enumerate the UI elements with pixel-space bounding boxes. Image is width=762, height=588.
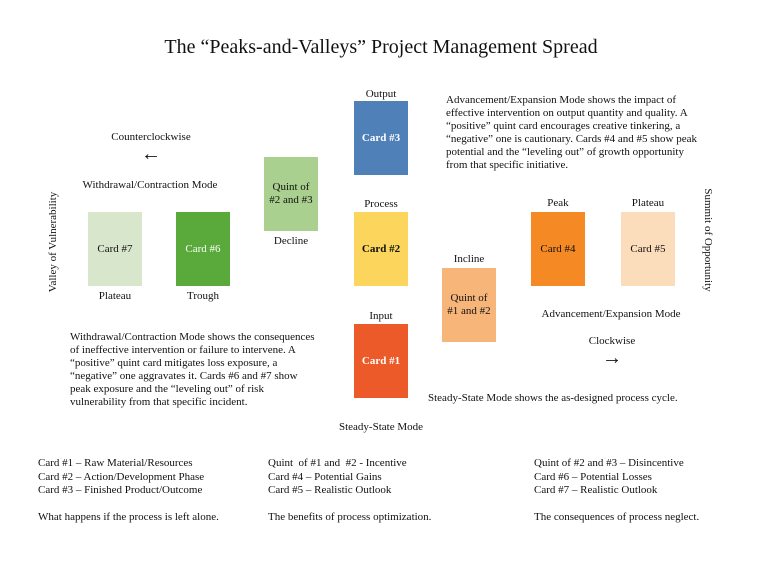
legend-line: Card #7 – Realistic Outlook — [534, 484, 658, 496]
withdrawal-mode-label: Withdrawal/Contraction Mode — [82, 179, 218, 191]
legend-footer: The consequences of process neglect. — [534, 510, 700, 523]
quint-1-2: Quint of #1 and #2 — [442, 268, 496, 342]
legend-line: Quint of #2 and #3 – Disincentive — [534, 457, 684, 469]
card-7-label: Card #7 — [97, 242, 133, 255]
plateau-right-label: Plateau — [631, 197, 665, 209]
card-3: Card #3 — [354, 101, 408, 175]
card-3-label: Card #3 — [361, 131, 401, 144]
decline-label: Decline — [273, 235, 309, 247]
quint-1-2-label: Quint of #1 and #2 — [447, 292, 491, 317]
input-label: Input — [369, 310, 393, 322]
arrow-right-icon: → — [602, 347, 622, 369]
withdrawal-description: Withdrawal/Contraction Mode shows the co… — [70, 331, 315, 408]
card-5-label: Card #5 — [630, 242, 666, 255]
quint-2-3-label: Quint of #2 and #3 — [269, 181, 313, 206]
card-4: Card #4 — [531, 212, 585, 286]
card-1-label: Card #1 — [361, 354, 401, 367]
incline-label: Incline — [453, 253, 485, 265]
quint-2-3: Quint of #2 and #3 — [264, 157, 318, 231]
card-6-label: Card #6 — [185, 242, 221, 255]
output-label: Output — [365, 88, 397, 100]
card-6: Card #6 — [176, 212, 230, 286]
process-label: Process — [364, 198, 398, 210]
trough-label: Trough — [187, 290, 219, 302]
advancement-description: Advancement/Expansion Mode shows the imp… — [446, 94, 697, 171]
counterclockwise-label: Counterclockwise — [111, 131, 191, 143]
legend-column-3: Quint of #2 and #3 – Disincentive Card #… — [534, 457, 699, 524]
plateau-left-label: Plateau — [98, 290, 132, 302]
legend-line: Card #2 – Action/Development Phase — [38, 470, 205, 483]
legend-line: Card #3 – Finished Product/Outcome — [38, 484, 203, 496]
card-2: Card #2 — [354, 212, 408, 286]
legend-footer: The benefits of process optimization. — [268, 510, 432, 523]
card-5: Card #5 — [621, 212, 675, 286]
legend-line: Card #4 – Potential Gains — [268, 470, 382, 483]
legend-line: Quint of #1 and #2 - Incentive — [268, 457, 407, 469]
summit-of-opportunity-label: Summit of Opportunity — [702, 188, 714, 292]
advancement-mode-label: Advancement/Expansion Mode — [541, 308, 681, 320]
valley-of-vulnerability-label: Valley of Vulnerability — [47, 191, 59, 293]
legend-column-1: Card #1 – Raw Material/Resources Card #2… — [38, 457, 219, 524]
steady-state-description: Steady-State Mode shows the as-designed … — [428, 392, 678, 404]
page-title: The “Peaks-and-Valleys” Project Manageme… — [164, 36, 598, 58]
clockwise-label: Clockwise — [588, 335, 636, 347]
legend-line: Card #1 – Raw Material/Resources — [38, 457, 193, 469]
card-4-label: Card #4 — [540, 242, 576, 255]
card-2-label: Card #2 — [361, 242, 401, 255]
steady-state-mode-label: Steady-State Mode — [338, 421, 423, 433]
legend-column-2: Quint of #1 and #2 - Incentive Card #4 –… — [268, 457, 431, 524]
card-1: Card #1 — [354, 324, 408, 398]
legend-line: Card #5 – Realistic Outlook — [268, 484, 392, 496]
peak-label: Peak — [547, 197, 569, 209]
legend-footer: What happens if the process is left alon… — [38, 510, 219, 523]
arrow-left-icon: ← — [141, 143, 161, 165]
card-7: Card #7 — [88, 212, 142, 286]
legend-line: Card #6 – Potential Losses — [534, 470, 652, 483]
